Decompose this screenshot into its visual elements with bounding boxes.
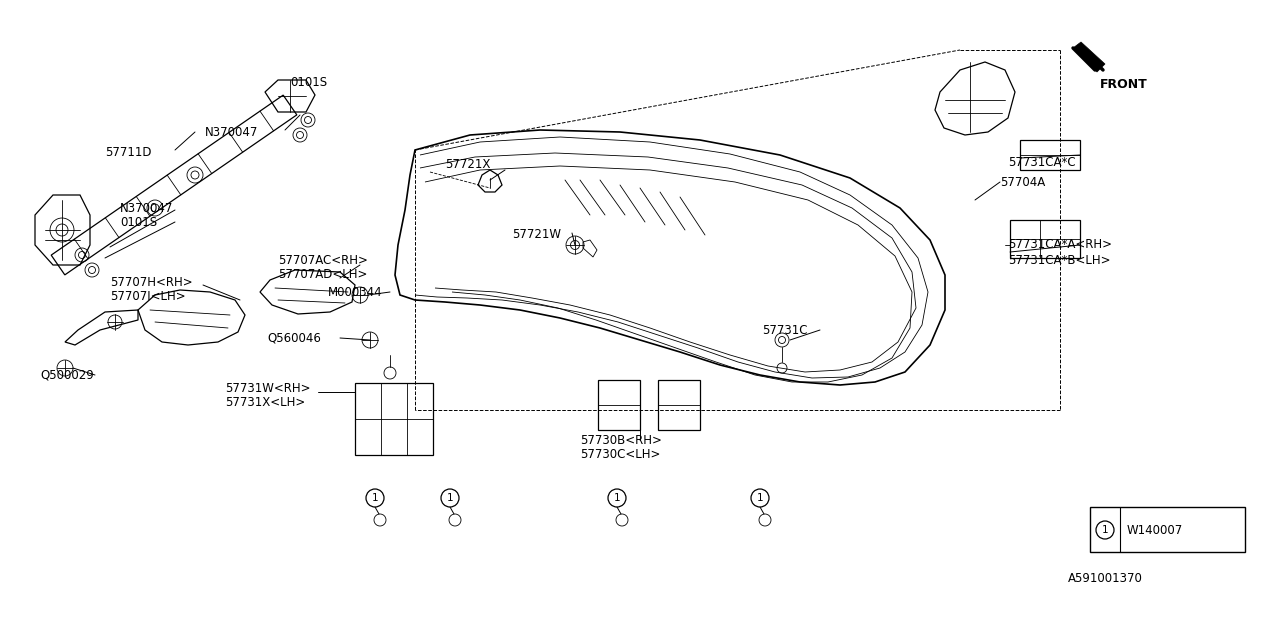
Circle shape xyxy=(442,489,460,507)
Circle shape xyxy=(608,489,626,507)
Circle shape xyxy=(751,489,769,507)
Text: 57707AC<RH>: 57707AC<RH> xyxy=(278,253,367,266)
Text: 57731X<LH>: 57731X<LH> xyxy=(225,397,305,410)
Text: 57721W: 57721W xyxy=(512,228,561,241)
Circle shape xyxy=(366,489,384,507)
Bar xyxy=(355,383,433,455)
Bar xyxy=(658,380,700,430)
Text: Q500029: Q500029 xyxy=(40,369,93,381)
Text: 57731CA*B<LH>: 57731CA*B<LH> xyxy=(1009,253,1111,266)
Text: N370047: N370047 xyxy=(120,202,173,214)
Text: 1: 1 xyxy=(756,493,763,503)
Text: 57704A: 57704A xyxy=(1000,175,1046,189)
Text: 57731CA*A<RH>: 57731CA*A<RH> xyxy=(1009,239,1112,252)
Text: FRONT: FRONT xyxy=(1100,79,1148,92)
Text: N370047: N370047 xyxy=(205,125,259,138)
Text: 57707I<LH>: 57707I<LH> xyxy=(110,291,186,303)
Text: M000344: M000344 xyxy=(328,285,383,298)
Text: 0101S: 0101S xyxy=(120,216,157,228)
Text: 57731C: 57731C xyxy=(762,323,808,337)
Circle shape xyxy=(1096,521,1114,539)
Text: 57707H<RH>: 57707H<RH> xyxy=(110,275,192,289)
Text: 1: 1 xyxy=(447,493,453,503)
Text: Q560046: Q560046 xyxy=(268,332,321,344)
Bar xyxy=(1020,140,1080,170)
Text: 57730B<RH>: 57730B<RH> xyxy=(580,433,662,447)
Text: 57731W<RH>: 57731W<RH> xyxy=(225,381,311,394)
Text: 0101S: 0101S xyxy=(291,76,328,88)
Text: 57730C<LH>: 57730C<LH> xyxy=(580,447,660,461)
Text: 57721X: 57721X xyxy=(445,159,490,172)
Text: W140007: W140007 xyxy=(1126,524,1183,536)
Text: 1: 1 xyxy=(613,493,621,503)
Text: 57707AD<LH>: 57707AD<LH> xyxy=(278,268,367,280)
Text: 1: 1 xyxy=(1102,525,1108,535)
Text: 57711D: 57711D xyxy=(105,145,151,159)
Text: A591001370: A591001370 xyxy=(1068,572,1143,584)
Bar xyxy=(598,380,640,430)
Text: 57731CA*C: 57731CA*C xyxy=(1009,156,1075,168)
Bar xyxy=(1010,220,1080,258)
Polygon shape xyxy=(1073,42,1105,72)
Text: 1: 1 xyxy=(371,493,379,503)
Bar xyxy=(1091,507,1245,552)
